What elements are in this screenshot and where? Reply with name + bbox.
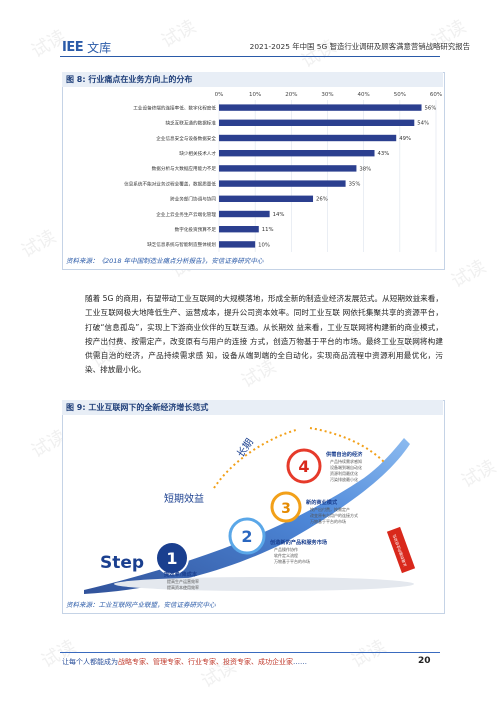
- value-label: 43%: [378, 151, 390, 157]
- step-4-node: 4: [286, 448, 322, 484]
- figure-9-title: 图 9: 工业互联网下的全新经济增长范式: [66, 403, 209, 412]
- dotted-arc: [213, 429, 297, 489]
- footer-slogan: 让每个人都能成为战略专家、管理专家、行业专家、投资专家、成功企业家……: [62, 657, 307, 667]
- figure-8-title: 图 8: 行业痛点在业务方向上的分布: [66, 75, 193, 84]
- watermark-text: 试读: [37, 636, 80, 673]
- value-label: 56%: [425, 106, 437, 112]
- bar: [219, 165, 357, 172]
- step-2-label: 创造新的产品和服务市场 产品操作协作 软件定义流程 万物基于平台的市场: [269, 538, 327, 564]
- value-label: 14%: [273, 212, 285, 218]
- value-label: 10%: [258, 242, 270, 248]
- bar: [219, 195, 314, 202]
- step-1-node: 1: [155, 541, 189, 575]
- step-4-number: 4: [298, 457, 309, 476]
- footer-suffix: ……: [293, 658, 307, 666]
- step-1-label: 提效率/降成本 提高生产运营效率 提高资本使用效率: [164, 570, 199, 590]
- step-3-label: 新的商业模式 按产出付费，按需定产 改变原有与用户的连接方式 万物基于平台的市场: [306, 498, 358, 524]
- category-label: 缺乏互联互通的数据标准: [165, 120, 216, 127]
- step-4-label: 供需自治的经济 产品持续需求感知 设备端到端自动化 资源利用最优化 污染排放最小…: [325, 450, 363, 482]
- site-logo[interactable]: IEE 文库: [62, 39, 112, 55]
- step-4-title: 供需自治的经济: [325, 450, 363, 458]
- bar: [219, 210, 270, 218]
- step-3-number: 3: [281, 501, 291, 517]
- bar: [219, 226, 259, 233]
- logo-mark: IEE: [62, 39, 84, 55]
- step-2-number: 2: [241, 527, 252, 546]
- x-tick-label: 50%: [394, 92, 406, 98]
- category-label: 工业设备终端的连接率低、数字化程度低: [133, 104, 216, 111]
- side-tag: 从端到端的全自动化: [386, 526, 416, 574]
- step-1-item-2: 提高资本使用效率: [167, 584, 199, 590]
- value-label: 49%: [399, 136, 411, 142]
- value-label: 35%: [349, 182, 361, 188]
- footer-prefix: 让每个人都能成为: [62, 658, 118, 666]
- watermark-text: 试读: [297, 36, 340, 73]
- step-2-item-1: 产品操作协作: [274, 546, 298, 552]
- page-number: 20: [418, 656, 431, 666]
- x-tick-label: 20%: [285, 92, 297, 98]
- step-1-number: 1: [166, 549, 177, 568]
- x-tick-label: 30%: [321, 92, 333, 98]
- step-3-item-2: 改变原有与用户的连接方式: [310, 512, 358, 518]
- step-4-item-4: 污染排放最小化: [330, 476, 358, 482]
- step-2-item-3: 万物基于平台的市场: [274, 558, 310, 564]
- bar: [219, 241, 256, 248]
- logo-name: 文库: [87, 40, 112, 55]
- watermark-text: 试读: [17, 226, 60, 263]
- figure-9-titlebar: [62, 400, 443, 415]
- bar: [219, 150, 375, 157]
- short-term-label: 短期效益: [164, 492, 204, 505]
- value-label: 11%: [262, 227, 274, 233]
- category-label: 缺乏信息系统与智能制造整体规划: [147, 241, 216, 248]
- arc-arrow: [309, 427, 385, 463]
- step-word: Step: [100, 553, 144, 573]
- step-1-item-1: 提高生产运营效率: [167, 578, 199, 584]
- bar: [219, 180, 346, 187]
- figure-8-bar-chart: 0% 10% 20% 30% 40% 50% 60% 工业设备终端的连接率低、数字化程度低 56…: [124, 92, 442, 252]
- category-label: 企业信息安全与设备数据安全: [156, 135, 216, 142]
- step-4-item-1: 产品持续需求感知: [330, 458, 362, 464]
- step-2-title: 创造新的产品和服务市场: [269, 538, 327, 546]
- x-tick-label: 10%: [249, 92, 261, 98]
- watermark-text: 试读: [347, 636, 390, 673]
- header-divider: [60, 56, 440, 57]
- category-label: 数字化投资预算不足: [175, 226, 217, 233]
- x-tick-label: 0%: [215, 92, 224, 98]
- figure-9-growth-diagram: 1 2 3 4 Step 短期效益 长期 提效率/降成本 提高生产运营效率 提高…: [84, 427, 416, 594]
- bar: [219, 119, 415, 126]
- watermark-text: 试读: [457, 456, 499, 493]
- step-4-item-3: 资源利用最优化: [330, 470, 358, 476]
- long-term-label: 长期: [235, 436, 256, 459]
- footer-divider: [60, 652, 440, 653]
- step-3-node: 3: [270, 491, 302, 523]
- category-label: 缺少相关技术人才: [179, 150, 216, 157]
- x-tick-label: 60%: [430, 92, 442, 98]
- category-label: 数据分析与大数据应用能力不足: [152, 165, 217, 172]
- body-paragraph: 随着 5G 的商用，有望带动工业互联网的大规模落地，形成全新的制造业经济发展范式…: [85, 294, 443, 375]
- value-label: 54%: [417, 121, 429, 127]
- category-label: 信息系统不能对业务过程全覆盖，数据质量低: [124, 180, 216, 187]
- step-3-item-3: 万物基于平台的市场: [310, 518, 346, 524]
- value-label: 26%: [316, 197, 328, 203]
- step-3-item-1: 按产出付费，按需定产: [310, 506, 350, 512]
- step-2-item-2: 软件定义流程: [274, 552, 298, 558]
- shadow-ellipse: [114, 577, 414, 591]
- bar: [219, 104, 422, 111]
- figure-8-titlebar: [62, 72, 443, 87]
- category-label: 企业上云业务生产云端化管理: [156, 211, 216, 218]
- figure-9-source: 资料来源：工业互联网产业联盟，安信证券研究中心: [66, 601, 216, 609]
- category-label: 跨业务部门协调与协同: [170, 196, 216, 203]
- footer-highlight: 战略专家、管理专家、行业专家、投资专家、成功企业家: [118, 658, 293, 666]
- step-3-title: 新的商业模式: [306, 498, 338, 506]
- report-title: 2021-2025 年中国 5G 智造行业调研及顾客满意营销战略研究报告: [249, 42, 470, 51]
- step-4-item-2: 设备端到端自动化: [330, 464, 362, 470]
- bar: [219, 134, 397, 142]
- x-tick-label: 40%: [358, 92, 370, 98]
- value-label: 38%: [359, 166, 371, 172]
- figure-8-source: 资料来源：《2018 年中国制造业痛点分析报告》，安信证券研究中心: [66, 257, 264, 265]
- watermark-text: 试读: [447, 256, 490, 293]
- step-1-title: 提效率/降成本: [164, 570, 198, 578]
- step-2-node: 2: [228, 517, 266, 555]
